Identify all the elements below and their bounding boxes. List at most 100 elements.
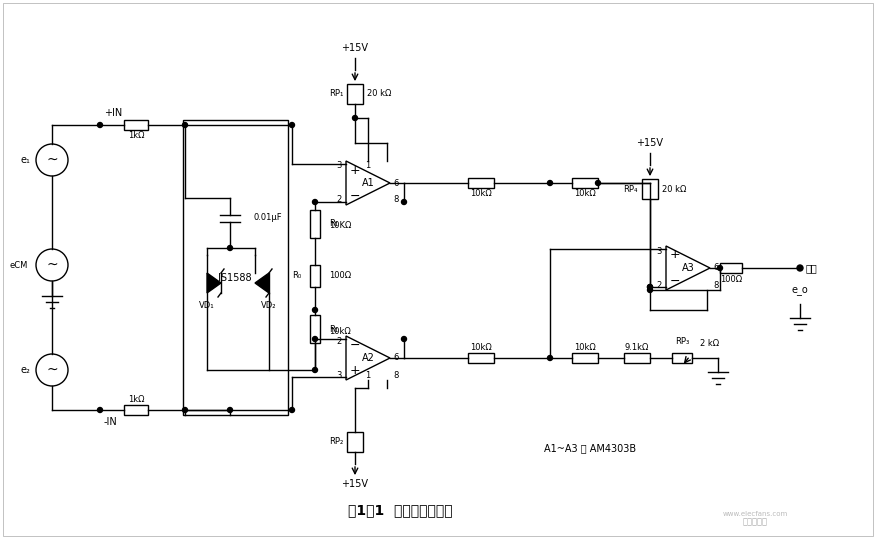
Circle shape xyxy=(97,407,102,412)
Circle shape xyxy=(36,249,68,281)
Bar xyxy=(310,315,320,343)
Text: 1kΩ: 1kΩ xyxy=(128,396,145,404)
Text: 20 kΩ: 20 kΩ xyxy=(662,184,687,194)
Bar xyxy=(347,432,363,452)
Text: 10kΩ: 10kΩ xyxy=(574,190,596,198)
Circle shape xyxy=(596,181,601,185)
Text: 2: 2 xyxy=(336,336,342,345)
Text: www.elecfans.com: www.elecfans.com xyxy=(723,511,788,517)
Text: A3: A3 xyxy=(682,263,695,273)
Text: ~: ~ xyxy=(46,153,58,167)
Text: A1~A3 为 AM4303B: A1~A3 为 AM4303B xyxy=(544,443,636,453)
Text: 10kΩ: 10kΩ xyxy=(470,190,492,198)
Text: 輸出: 輸出 xyxy=(806,263,818,273)
Text: 1: 1 xyxy=(365,370,371,379)
Text: −: − xyxy=(670,274,681,287)
Circle shape xyxy=(647,181,653,185)
Text: 0.01μF: 0.01μF xyxy=(253,213,281,223)
Circle shape xyxy=(647,285,653,289)
Text: A1: A1 xyxy=(362,178,374,188)
Text: +15V: +15V xyxy=(637,138,663,148)
Text: 电子发烧友: 电子发烧友 xyxy=(743,517,767,527)
Text: e_o: e_o xyxy=(792,285,809,295)
Bar xyxy=(347,84,363,104)
Text: 10kΩ: 10kΩ xyxy=(329,327,350,335)
Text: 图1－1  仪用放大器电路: 图1－1 仪用放大器电路 xyxy=(348,503,452,517)
Circle shape xyxy=(97,122,102,128)
Bar xyxy=(310,265,320,287)
Circle shape xyxy=(228,245,232,251)
Circle shape xyxy=(289,122,294,128)
Text: 6: 6 xyxy=(393,178,399,188)
Text: +15V: +15V xyxy=(342,43,369,53)
Text: 9.1kΩ: 9.1kΩ xyxy=(625,343,649,353)
Text: RP₃: RP₃ xyxy=(675,336,689,345)
Text: +IN: +IN xyxy=(104,108,123,118)
Text: −: − xyxy=(350,338,360,351)
Text: 10kΩ: 10kΩ xyxy=(574,343,596,353)
Text: 1: 1 xyxy=(365,162,371,170)
Polygon shape xyxy=(666,246,710,290)
Circle shape xyxy=(182,122,187,128)
Circle shape xyxy=(548,356,553,361)
Text: 100Ω: 100Ω xyxy=(329,272,351,280)
Text: +15V: +15V xyxy=(342,479,369,489)
Circle shape xyxy=(36,354,68,386)
Text: R₁: R₁ xyxy=(329,324,338,334)
Text: 6: 6 xyxy=(713,264,718,273)
Circle shape xyxy=(313,199,317,204)
Text: A2: A2 xyxy=(362,353,374,363)
Text: R₁: R₁ xyxy=(329,219,338,229)
Text: 20 kΩ: 20 kΩ xyxy=(367,89,392,99)
Bar xyxy=(572,178,598,188)
Text: 2: 2 xyxy=(657,280,662,289)
Circle shape xyxy=(313,308,317,313)
Circle shape xyxy=(182,407,187,412)
Circle shape xyxy=(36,144,68,176)
Circle shape xyxy=(647,287,653,293)
Text: ~: ~ xyxy=(46,363,58,377)
Circle shape xyxy=(401,199,406,204)
Circle shape xyxy=(289,407,294,412)
Bar xyxy=(183,120,288,415)
Text: RP₄: RP₄ xyxy=(624,184,638,194)
Text: 1kΩ: 1kΩ xyxy=(128,132,145,141)
Text: 10KΩ: 10KΩ xyxy=(329,222,351,231)
Text: −: − xyxy=(350,190,360,203)
Text: IS1588: IS1588 xyxy=(218,273,251,283)
Text: 8: 8 xyxy=(393,370,399,379)
Text: 3: 3 xyxy=(657,246,662,255)
Circle shape xyxy=(313,368,317,372)
Circle shape xyxy=(313,336,317,342)
Text: +: + xyxy=(350,364,360,377)
Bar xyxy=(468,353,494,363)
Bar xyxy=(624,353,650,363)
Text: +: + xyxy=(669,248,681,261)
Bar xyxy=(124,405,148,415)
Text: e₁: e₁ xyxy=(20,155,30,165)
Text: -IN: -IN xyxy=(104,417,117,427)
Text: e₂: e₂ xyxy=(20,365,30,375)
Bar xyxy=(124,120,148,130)
Polygon shape xyxy=(346,336,390,380)
Circle shape xyxy=(717,266,723,271)
Circle shape xyxy=(797,265,803,271)
Circle shape xyxy=(228,407,232,412)
Bar xyxy=(468,178,494,188)
Text: 10kΩ: 10kΩ xyxy=(470,343,492,353)
Text: R₀: R₀ xyxy=(292,272,301,280)
Text: 8: 8 xyxy=(393,196,399,204)
Text: 6: 6 xyxy=(393,354,399,363)
Text: RP₂: RP₂ xyxy=(328,438,343,446)
Bar xyxy=(642,179,658,199)
Bar xyxy=(672,353,692,363)
Text: 2 kΩ: 2 kΩ xyxy=(700,340,719,349)
Polygon shape xyxy=(207,273,221,293)
Text: 3: 3 xyxy=(336,162,342,170)
Text: 3: 3 xyxy=(336,370,342,379)
Bar xyxy=(572,353,598,363)
Polygon shape xyxy=(255,273,269,293)
Text: 100Ω: 100Ω xyxy=(720,274,742,284)
Polygon shape xyxy=(346,161,390,205)
Circle shape xyxy=(647,285,653,289)
